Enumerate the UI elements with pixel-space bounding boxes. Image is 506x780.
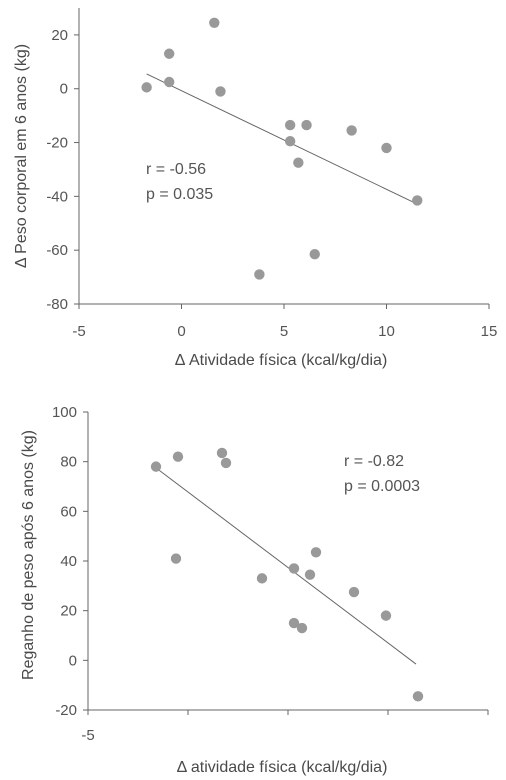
chart-1-y-tick-label: 20 <box>51 27 68 44</box>
chart-1-point <box>164 48 175 59</box>
chart-2-point <box>170 553 182 564</box>
chart-2-y-tick-label: 20 <box>60 603 77 620</box>
chart-1-point <box>293 157 304 168</box>
chart-1-x-axis-label: Δ Atividade física (kcal/kg/dia) <box>175 352 388 369</box>
chart-1-point <box>381 142 392 154</box>
chart-2-point <box>304 569 316 580</box>
chart-2-point <box>412 691 424 702</box>
chart-2-y-tick-label: 40 <box>60 553 77 570</box>
chart-2-x-axis-label: Δ atividade física (kcal/kg/dia) <box>177 759 388 776</box>
chart-2-point <box>172 451 184 462</box>
chart-1: 20 0 -20 -40 -60 -80 -5 0 5 10 15 r = -0.56 p = 0… <box>13 8 497 369</box>
chart-2-point <box>150 461 162 472</box>
chart-1-trendline <box>146 73 416 204</box>
chart-1-x-tick-label: 15 <box>481 323 498 340</box>
chart-2-x-tick-label: -5 <box>81 727 94 744</box>
chart-1-x-tick-label: -5 <box>72 323 85 340</box>
chart-2-point <box>380 610 392 621</box>
chart-1-point <box>284 119 296 131</box>
chart-1-y-tick-label: 0 <box>60 81 68 98</box>
chart-2-trendline <box>155 467 417 665</box>
chart-2-point <box>216 447 228 459</box>
chart-2-point <box>310 547 322 558</box>
chart-1-y-tick-label: -40 <box>46 188 68 205</box>
chart-2-annotation-r: r = -0.82 <box>344 453 404 470</box>
chart-2-point <box>288 617 300 629</box>
chart-2-point <box>296 622 308 634</box>
chart-1-annotation-p: p = 0.035 <box>146 186 213 203</box>
chart-2-point <box>256 573 268 584</box>
chart-1-point <box>412 195 423 206</box>
chart-1-point <box>301 119 312 131</box>
chart-2-y-tick-label: 0 <box>69 652 77 669</box>
chart-1-point <box>215 86 226 97</box>
chart-1-x-tick-label: 0 <box>177 323 185 340</box>
chart-1-point <box>346 125 357 136</box>
chart-2-y-axis-label: Reganho de peso após 6 anos (kg) <box>20 430 37 680</box>
chart-1-point <box>164 76 175 88</box>
chart-2-y-tick-label: 100 <box>52 404 77 421</box>
chart-1-point <box>309 249 320 260</box>
chart-1-y-tick-label: -60 <box>46 242 68 259</box>
chart-2-point <box>288 563 300 574</box>
chart-2-y-tick-label: 60 <box>60 503 77 520</box>
chart-1-y-axis-label: Δ Peso corporal em 6 anos (kg) <box>13 44 30 268</box>
chart-1-y-tick-label: -80 <box>46 296 68 313</box>
chart-2-annotation-p: p = 0.0003 <box>344 478 420 495</box>
chart-2-point <box>220 457 232 469</box>
chart-1-annotation-r: r = -0.56 <box>146 161 206 178</box>
chart-1-point <box>141 82 152 93</box>
chart-1-point <box>209 17 220 28</box>
chart-2-y-tick-label: 80 <box>60 454 77 471</box>
chart-1-point <box>284 136 296 147</box>
chart-1-x-tick-label: 5 <box>280 323 288 340</box>
chart-2-point <box>348 586 360 598</box>
chart-1-y-tick-label: -20 <box>46 135 68 152</box>
chart-1-x-tick-label: 10 <box>378 323 395 340</box>
chart-1-point <box>254 269 265 280</box>
chart-2-y-tick-label: -20 <box>55 702 77 719</box>
